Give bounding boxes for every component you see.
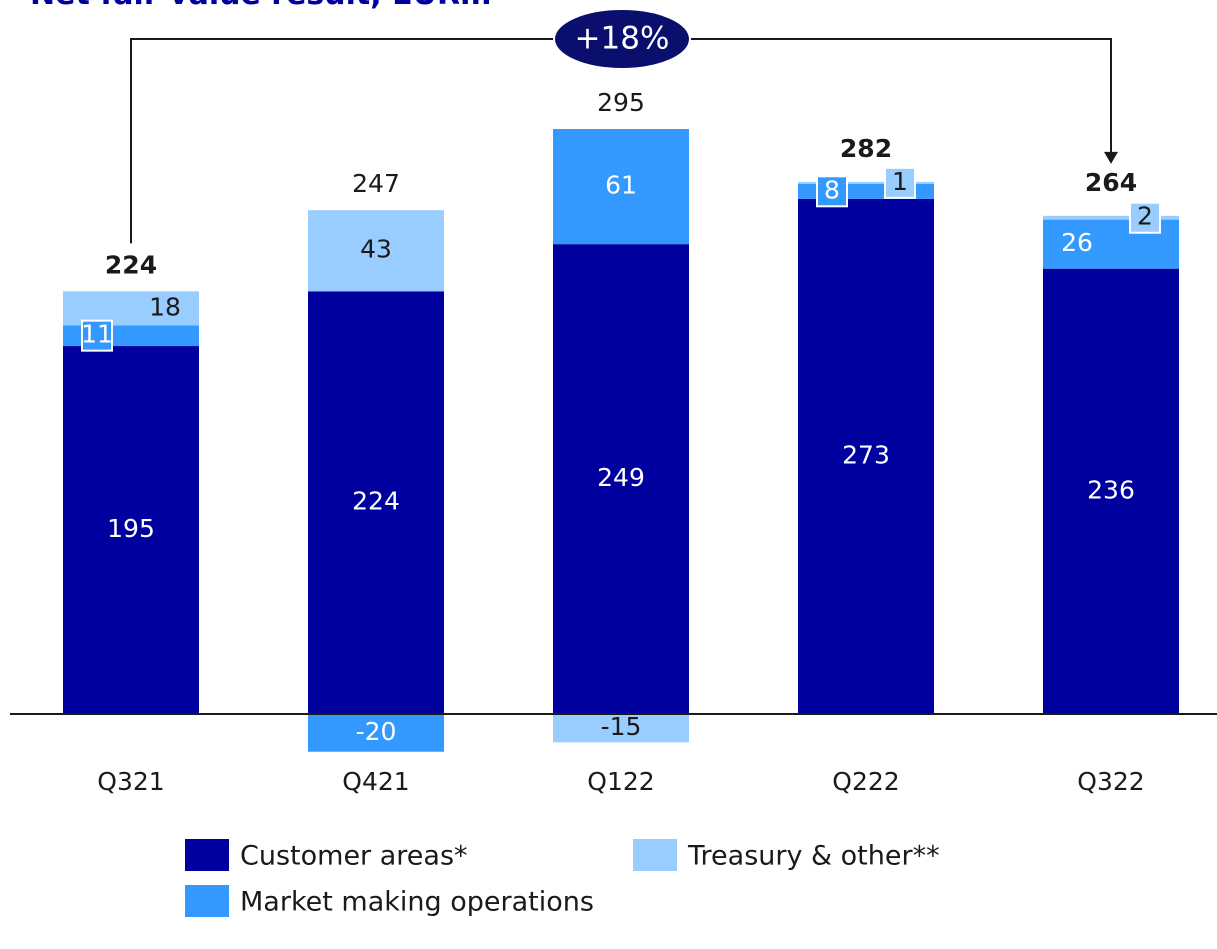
x-tick-label: Q421	[342, 767, 409, 796]
bar-segment	[553, 129, 689, 245]
legend-label: Market making operations	[240, 887, 594, 918]
total-label: 224	[105, 250, 157, 279]
annotation-text: +18%	[575, 21, 670, 57]
total-label: 295	[597, 88, 645, 117]
segment-label: 2	[1137, 202, 1153, 231]
label-box	[81, 319, 113, 352]
x-tick-label: Q122	[587, 767, 654, 796]
segment-label: 236	[1087, 475, 1135, 504]
legend-swatch	[185, 839, 229, 871]
segment-label: 43	[360, 235, 392, 264]
segment-label: 273	[842, 440, 890, 469]
x-tick-label: Q222	[832, 767, 899, 796]
segment-label: 224	[352, 487, 400, 516]
segment-label: 249	[597, 463, 645, 492]
segment-label: 1	[892, 167, 908, 196]
annotation-arrowhead	[1104, 151, 1118, 164]
x-tick-label: Q322	[1077, 767, 1144, 796]
legend-swatch	[185, 885, 229, 917]
segment-label: 8	[824, 175, 840, 204]
legend-swatch	[633, 839, 677, 871]
total-label: 264	[1085, 168, 1137, 197]
bar-segment	[63, 346, 199, 714]
bar-segment	[1043, 215, 1179, 220]
bar-segment	[553, 244, 689, 714]
segment-label: 11	[81, 320, 113, 349]
annotation-badge	[553, 8, 691, 70]
total-label: 282	[840, 134, 892, 163]
label-box	[884, 166, 916, 199]
bar-segment	[63, 291, 199, 326]
segment-label: 26	[1061, 228, 1093, 257]
segment-label: 195	[107, 514, 155, 543]
legend-label: Treasury & other**	[687, 841, 940, 872]
legend-label: Customer areas*	[240, 841, 468, 872]
segment-label: -20	[356, 717, 397, 746]
label-box	[1129, 201, 1161, 234]
x-tick-label: Q321	[97, 767, 164, 796]
total-label: 247	[352, 169, 400, 198]
segment-label: 61	[605, 171, 637, 200]
bar-segment	[1043, 268, 1179, 714]
label-box	[816, 175, 848, 208]
bar-segment	[798, 198, 934, 714]
bar-segment	[798, 181, 934, 184]
bar-segment	[553, 713, 689, 743]
chart-title: Net fair value result, EURm	[30, 0, 491, 12]
bar-segment	[308, 210, 444, 292]
bar-segment	[308, 713, 444, 752]
bar-segment	[308, 291, 444, 714]
segment-label: -15	[601, 712, 642, 741]
segment-label: 18	[149, 292, 181, 321]
